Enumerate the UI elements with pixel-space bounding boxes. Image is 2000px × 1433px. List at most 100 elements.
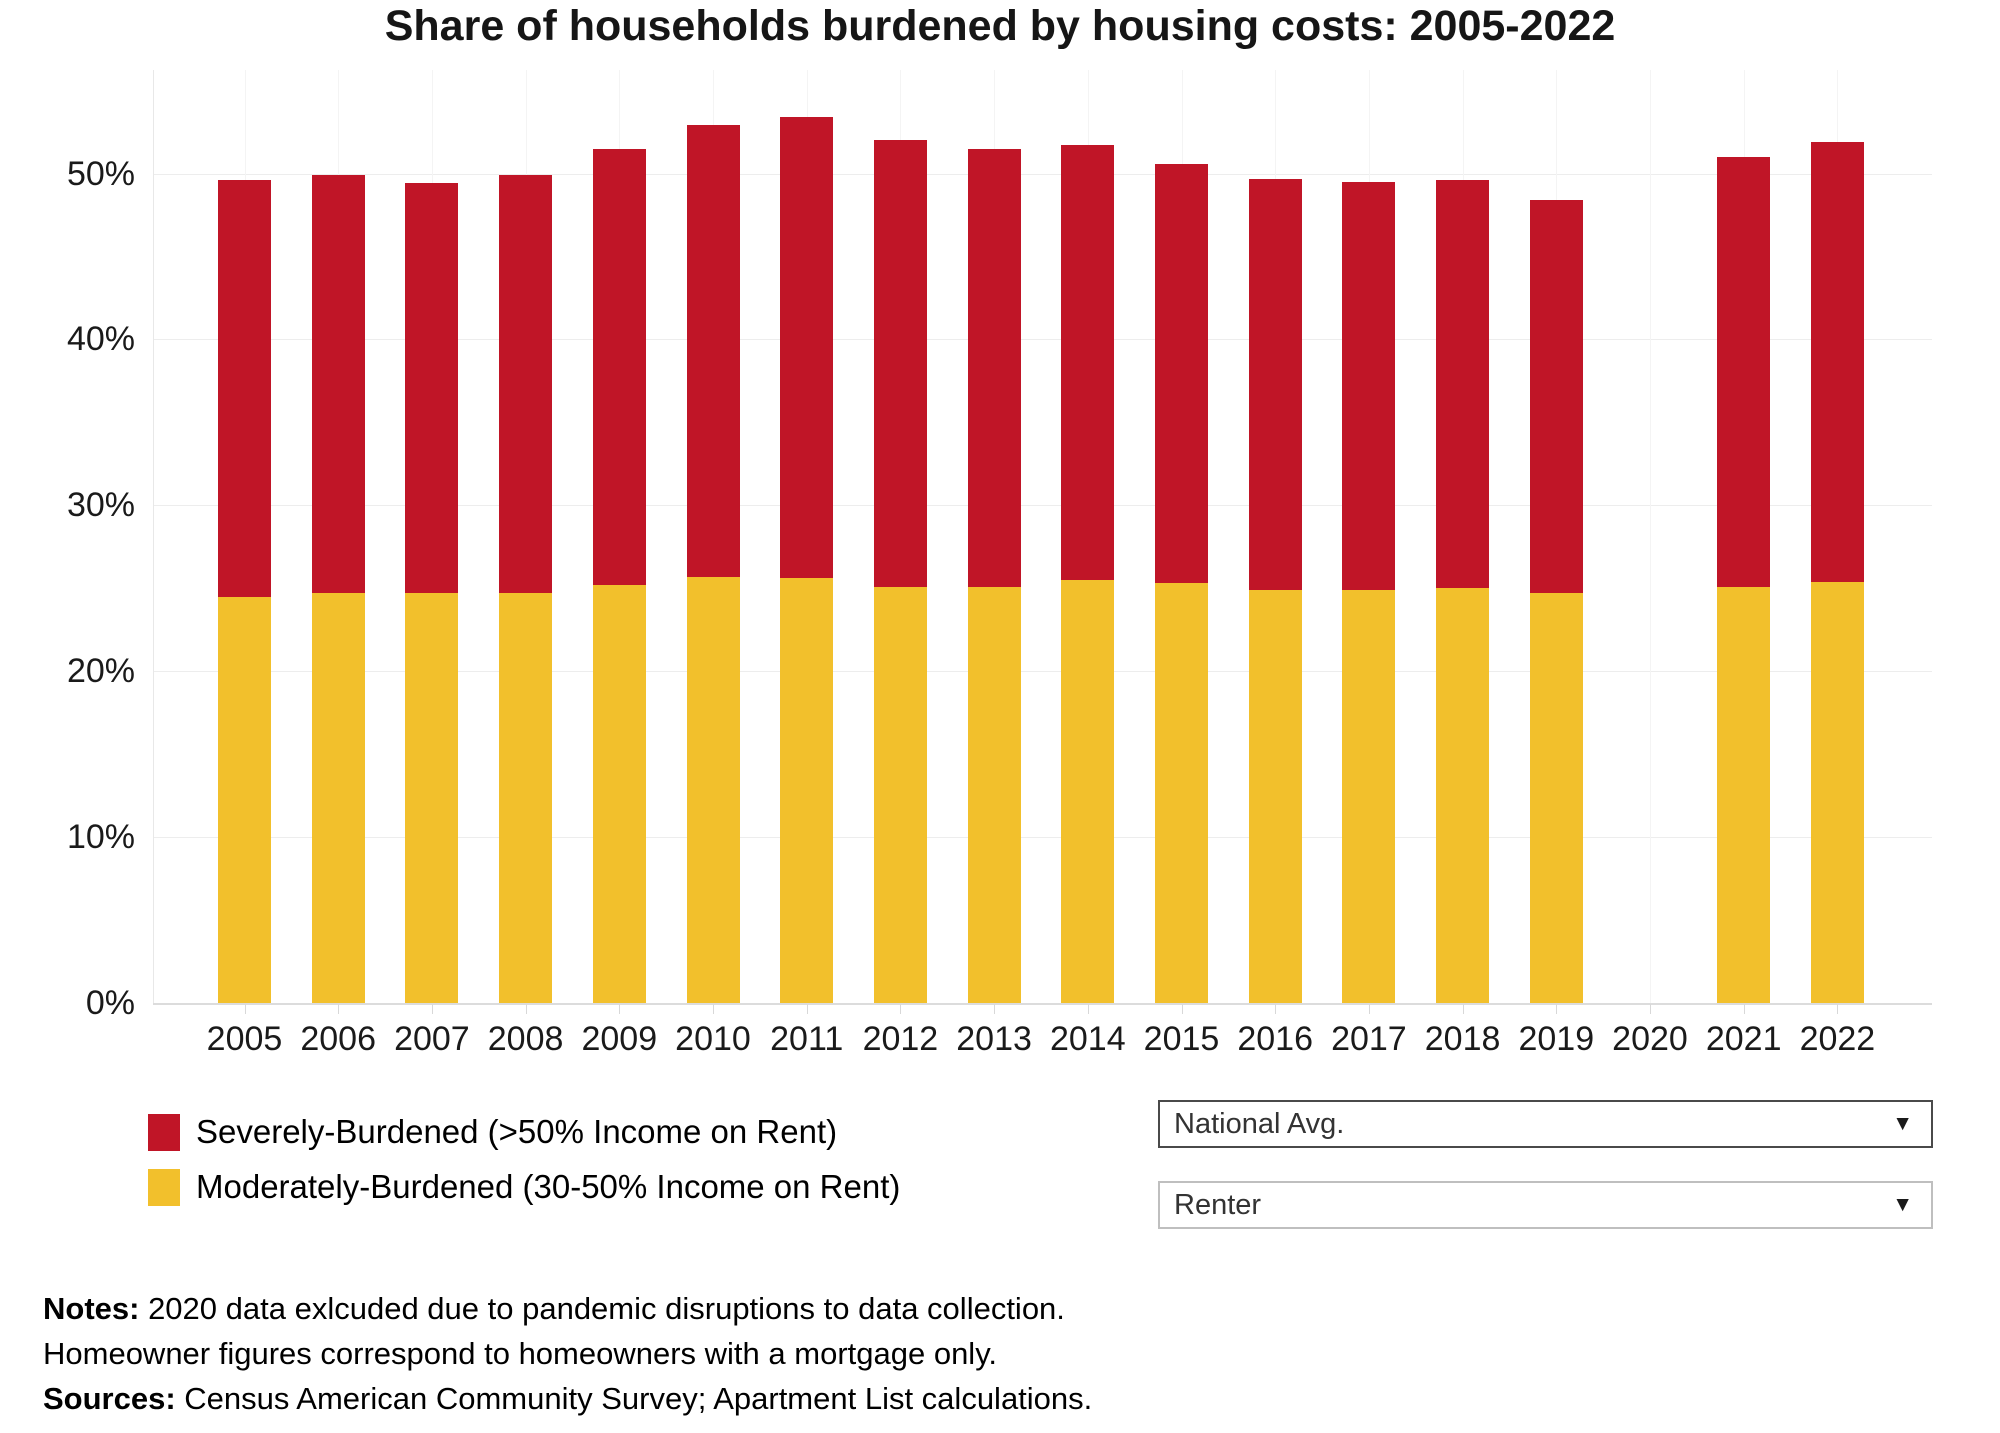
bar-2017-moderate: [1342, 589, 1396, 1003]
gridline-40: [153, 339, 1932, 341]
x-tick-mark-2017: [1368, 1004, 1370, 1014]
bar-2007-severe: [405, 183, 459, 594]
x-axis-label-2021: 2021: [1705, 1020, 1782, 1058]
x-axis-label-2013: 2013: [956, 1020, 1032, 1058]
bar-2007-moderate: [405, 593, 459, 1003]
x-axis-label-2005: 2005: [206, 1020, 283, 1058]
bar-2006-severe: [311, 175, 365, 594]
x-tick-mark-2011: [806, 1004, 808, 1014]
x-axis-label-2018: 2018: [1424, 1020, 1501, 1058]
notes: Notes: 2020 data exlcuded due to pandemi…: [43, 1286, 1092, 1421]
y-axis-label-20: 20%: [66, 652, 135, 691]
bar-2022-moderate: [1810, 581, 1864, 1003]
location-dropdown[interactable]: National Avg. ▼: [1158, 1100, 1933, 1148]
plot-area: [153, 70, 1932, 1005]
x-tick-mark-2021: [1743, 1004, 1745, 1014]
y-axis-label-30: 30%: [66, 486, 135, 525]
gridline-20: [153, 671, 1932, 673]
bar-2022-severe: [1810, 142, 1864, 582]
x-tick-mark-2020: [1650, 1004, 1651, 1014]
x-axis-label-2012: 2012: [862, 1020, 939, 1058]
x-axis-label-2010: 2010: [675, 1020, 751, 1058]
bar-2018-moderate: [1436, 588, 1490, 1003]
x-tick-mark-2010: [713, 1004, 714, 1014]
chevron-down-icon: ▼: [1892, 1193, 1913, 1216]
x-axis-label-2022: 2022: [1799, 1020, 1876, 1058]
legend: Severely-Burdened (>50% Income on Rent) …: [148, 1110, 900, 1220]
x-axis-label-2019: 2019: [1518, 1020, 1595, 1058]
bar-2021-moderate: [1717, 586, 1771, 1003]
chevron-down-icon: ▼: [1892, 1112, 1913, 1135]
notes-line-2: Homeowner figures correspond to homeowne…: [43, 1336, 998, 1371]
location-dropdown-value: National Avg.: [1174, 1107, 1345, 1140]
moderate-color-swatch: [148, 1168, 180, 1206]
bar-2016-moderate: [1248, 589, 1302, 1003]
legend-label-moderate: Moderately-Burdened (30-50% Income on Re…: [196, 1168, 901, 1205]
x-tick-mark-2007: [431, 1004, 433, 1014]
bar-2015-severe: [1155, 163, 1208, 584]
bar-2008-moderate: [499, 593, 553, 1003]
x-tick-mark-2019: [1556, 1004, 1558, 1014]
tenure-dropdown[interactable]: Renter ▼: [1158, 1181, 1933, 1229]
bar-2011-moderate: [780, 578, 834, 1003]
bar-2005-moderate: [218, 596, 271, 1003]
x-tick-mark-2009: [619, 1004, 621, 1014]
gridline-0: [153, 1003, 1932, 1005]
bar-2008-severe: [499, 175, 553, 594]
bar-2015-moderate: [1155, 583, 1208, 1003]
chart-title: Share of households burdened by housing …: [384, 2, 1616, 50]
x-axis-label-2017: 2017: [1331, 1020, 1407, 1058]
x-axis-label-2015: 2015: [1143, 1020, 1220, 1058]
bar-2014-severe: [1061, 145, 1115, 580]
bar-2013-moderate: [967, 586, 1021, 1003]
x-tick-mark-2016: [1275, 1004, 1277, 1014]
bar-2012-severe: [873, 140, 927, 587]
x-axis-label-2014: 2014: [1049, 1020, 1126, 1058]
x-tick-mark-2006: [338, 1004, 340, 1014]
y-axis-label-50: 50%: [66, 154, 135, 193]
x-tick-mark-2022: [1837, 1004, 1839, 1014]
bar-2006-moderate: [311, 593, 365, 1003]
x-tick-mark-2012: [900, 1004, 902, 1014]
x-axis-label-2008: 2008: [487, 1020, 564, 1058]
bar-2019-moderate: [1529, 593, 1583, 1003]
bar-2019-severe: [1529, 200, 1583, 594]
x-tick-mark-2008: [525, 1004, 527, 1014]
x-axis-label-2006: 2006: [300, 1020, 376, 1058]
bar-2016-severe: [1248, 178, 1302, 590]
y-axis-line: [153, 70, 154, 1003]
x-tick-mark-2005: [244, 1004, 246, 1014]
bar-2005-severe: [218, 180, 271, 597]
y-axis-label-10: 10%: [66, 818, 135, 857]
notes-line-1: Notes: 2020 data exlcuded due to pandemi…: [43, 1291, 1065, 1326]
bar-2013-severe: [967, 148, 1021, 587]
vertical-gridline-2020: [1650, 70, 1651, 1003]
bar-2009-moderate: [592, 584, 646, 1003]
x-tick-mark-2013: [994, 1004, 996, 1014]
bar-2012-moderate: [873, 586, 927, 1003]
y-axis-label-0: 0%: [85, 984, 135, 1022]
x-axis-label-2007: 2007: [394, 1020, 470, 1058]
bar-2009-severe: [592, 148, 646, 585]
x-axis-label-2011: 2011: [770, 1020, 844, 1058]
bar-2017-severe: [1342, 181, 1396, 590]
x-tick-mark-2018: [1462, 1004, 1464, 1014]
x-axis-label-2016: 2016: [1237, 1020, 1313, 1058]
gridline-50: [153, 173, 1932, 175]
x-tick-mark-2015: [1181, 1004, 1183, 1014]
legend-label-severe: Severely-Burdened (>50% Income on Rent): [196, 1113, 838, 1150]
y-axis-label-40: 40%: [66, 320, 135, 359]
bar-2021-severe: [1717, 156, 1771, 587]
severe-color-swatch: [148, 1113, 180, 1151]
legend-item-severe: Severely-Burdened (>50% Income on Rent): [148, 1110, 900, 1154]
bar-2018-severe: [1436, 180, 1490, 589]
bar-2011-severe: [780, 117, 834, 579]
tenure-dropdown-value: Renter: [1174, 1188, 1262, 1221]
gridline-30: [153, 505, 1932, 507]
bar-2010-moderate: [686, 576, 740, 1003]
gridline-10: [153, 837, 1932, 839]
legend-item-moderate: Moderately-Burdened (30-50% Income on Re…: [148, 1165, 900, 1209]
sources-line: Sources: Census American Community Surve…: [43, 1381, 1093, 1416]
x-axis-label-2020: 2020: [1612, 1020, 1688, 1058]
x-axis-label-2009: 2009: [581, 1020, 658, 1058]
